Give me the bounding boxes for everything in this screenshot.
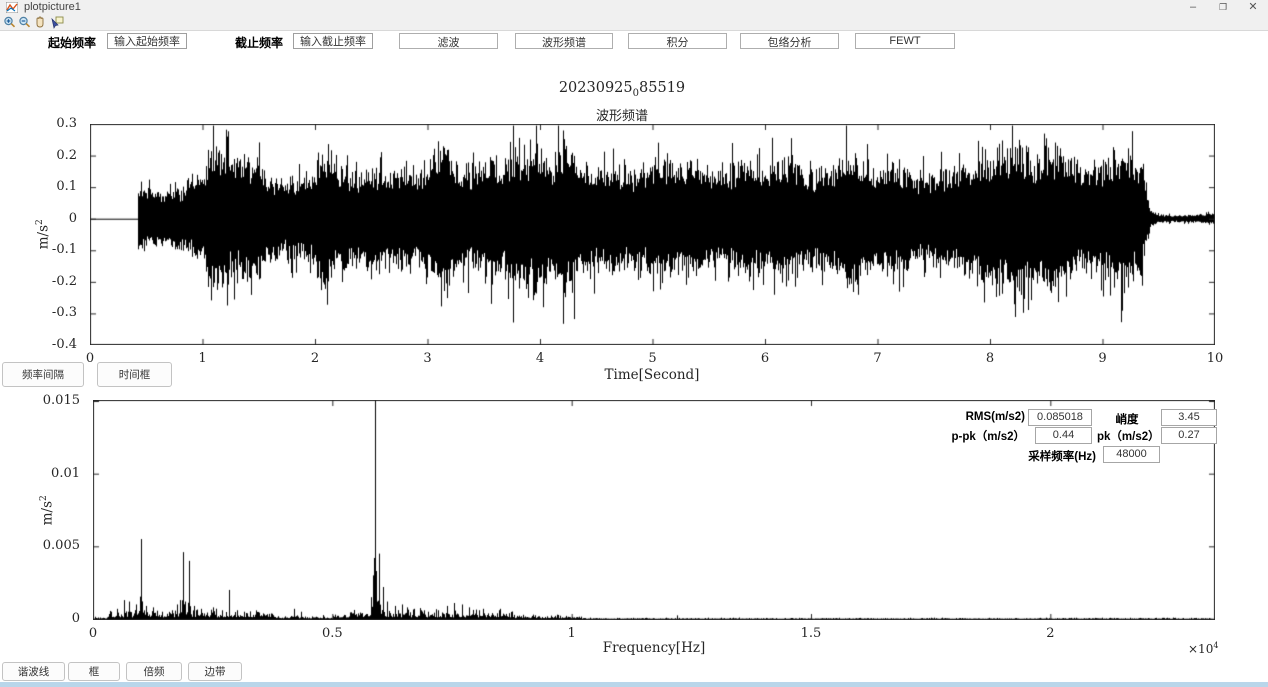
- tick-label: 4: [535, 351, 545, 366]
- spectrum-ylabel: m/s2: [38, 495, 56, 526]
- bottom-strip: [0, 682, 1268, 687]
- app-icon: [6, 2, 18, 13]
- datatip-icon[interactable]: [50, 16, 64, 29]
- spectrum-xlabel: Frequency[Hz]: [602, 640, 706, 656]
- minimize-button[interactable]: –: [1189, 1, 1197, 13]
- start-freq-label: 起始频率: [48, 36, 97, 50]
- time-box-button[interactable]: 时间框: [97, 362, 172, 387]
- waveform-xlabel: Time[Second]: [604, 367, 700, 383]
- stop-freq-label: 截止频率: [235, 36, 284, 50]
- kurtosis-value[interactable]: 3.45: [1161, 409, 1217, 426]
- restore-button[interactable]: ❐: [1218, 2, 1228, 12]
- start-freq-input[interactable]: [107, 33, 187, 49]
- figure-title: 20230925085519: [558, 80, 686, 99]
- filter-button[interactable]: 滤波: [399, 33, 498, 49]
- tick-label: 9: [1098, 351, 1107, 366]
- tick-label: -0.4: [51, 337, 77, 352]
- tick-label: 0: [71, 611, 80, 626]
- fewt-button[interactable]: FEWT: [855, 33, 955, 49]
- octave-button[interactable]: 倍频: [126, 662, 182, 681]
- tick-label: 10: [1206, 351, 1224, 366]
- stop-freq-input[interactable]: [293, 33, 373, 49]
- tick-label: 0: [68, 210, 77, 226]
- pk-value[interactable]: 0.27: [1161, 427, 1217, 444]
- tick-label: 0: [88, 626, 98, 641]
- window-title: plotpicture1: [24, 1, 81, 13]
- sampling-rate-label: 采样频率(Hz): [1028, 451, 1096, 463]
- tick-label: 1.5: [800, 626, 822, 641]
- tick-label: 1: [567, 626, 576, 641]
- zoom-in-icon[interactable]: [3, 16, 17, 29]
- wave-spectrum-button[interactable]: 波形频谱: [515, 33, 613, 49]
- freq-interval-button[interactable]: 频率间隔: [2, 362, 84, 387]
- integral-button[interactable]: 积分: [628, 33, 727, 49]
- tick-label: 8: [985, 351, 995, 366]
- harmonic-lines-button[interactable]: 谐波线: [2, 662, 65, 681]
- tick-label: 0.1: [56, 179, 77, 195]
- pk-label: pk（m/s2）: [1097, 431, 1160, 443]
- tick-label: -0.3: [51, 305, 77, 321]
- tick-label: 7: [873, 351, 882, 366]
- tick-label: 2: [310, 351, 320, 366]
- pan-icon[interactable]: [33, 16, 47, 29]
- x-axis-multiplier: ×104: [1188, 641, 1219, 656]
- title-bar: plotpicture1 – ❐ ✕: [0, 0, 1268, 15]
- ppk-label: p-pk（m/s2）: [951, 431, 1026, 443]
- rms-label: RMS(m/s2): [965, 411, 1025, 423]
- tick-label: -0.1: [51, 242, 77, 258]
- sideband-button[interactable]: 边带: [188, 662, 242, 681]
- waveform-plot[interactable]: [90, 124, 1215, 345]
- tick-label: 0.2: [56, 147, 77, 163]
- figure-subtitle: 波形频谱: [595, 109, 648, 124]
- figure-toolbar: [0, 15, 1268, 31]
- rms-value[interactable]: 0.085018: [1028, 409, 1092, 426]
- tick-label: 1: [198, 351, 207, 366]
- tick-label: 0.015: [42, 393, 80, 408]
- zoom-out-icon[interactable]: [18, 16, 32, 29]
- box-button[interactable]: 框: [68, 662, 120, 681]
- tick-label: 0.5: [321, 626, 343, 641]
- ppk-value[interactable]: 0.44: [1035, 427, 1092, 444]
- tick-label: 0: [85, 351, 95, 366]
- close-button[interactable]: ✕: [1248, 1, 1258, 13]
- envelope-analysis-button[interactable]: 包络分析: [740, 33, 839, 49]
- tick-label: 0.01: [51, 465, 80, 481]
- tick-label: 0.005: [42, 538, 80, 554]
- tick-label: 5: [648, 351, 657, 366]
- kurtosis-label: 峭度: [1115, 414, 1139, 426]
- tick-label: 2: [1046, 626, 1055, 641]
- spectrum-plot[interactable]: [93, 400, 1215, 620]
- tick-label: 3: [423, 351, 432, 366]
- tick-label: 0.3: [56, 116, 77, 131]
- tick-label: 6: [760, 351, 770, 366]
- sampling-rate-value[interactable]: 48000: [1103, 446, 1160, 463]
- tick-label: -0.2: [51, 273, 77, 289]
